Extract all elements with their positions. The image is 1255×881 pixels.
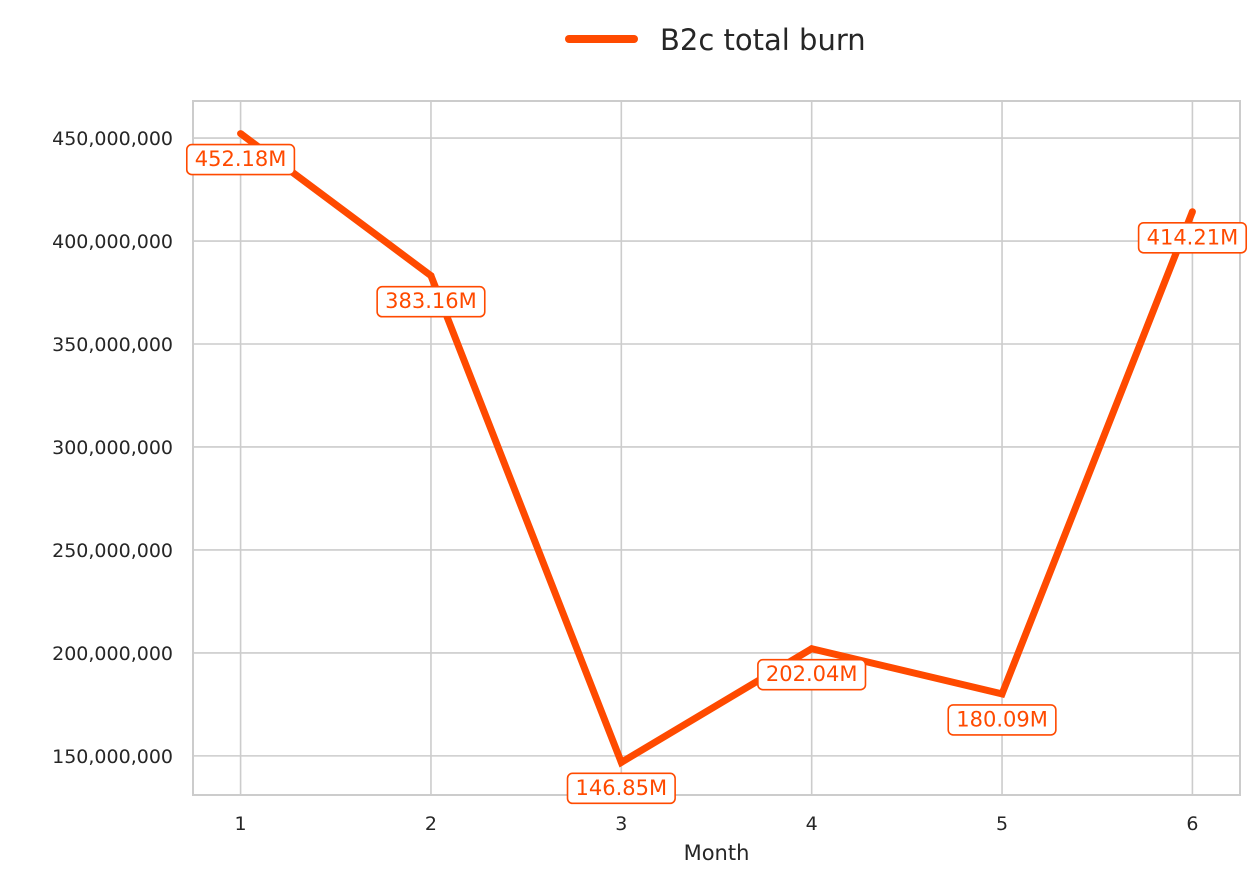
legend-label: B2c total burn xyxy=(660,23,866,57)
data-label: 202.04M xyxy=(757,658,867,691)
data-label-box xyxy=(376,285,486,318)
data-label-text: 452.18M xyxy=(195,147,287,171)
data-point xyxy=(998,690,1006,698)
x-tick-label: 1 xyxy=(235,813,247,835)
data-label-box xyxy=(185,143,296,176)
data-point xyxy=(1188,208,1196,216)
data-labels: 452.18M 383.16M 146.85M 202.04M 180.09M 414.2… xyxy=(185,143,1248,805)
grid xyxy=(193,101,1240,795)
y-tick-label: 350,000,000 xyxy=(52,334,173,356)
data-label-text: 146.85M xyxy=(576,776,668,800)
plot-frame xyxy=(192,100,1241,796)
data-label-box xyxy=(757,658,867,691)
y-tick-label: 300,000,000 xyxy=(52,437,173,459)
data-point xyxy=(427,272,435,280)
data-label: 452.18M xyxy=(185,143,296,176)
x-tick-label: 6 xyxy=(1186,813,1198,835)
legend: B2c total burn xyxy=(565,23,866,57)
data-point xyxy=(237,130,245,138)
y-tick-label: 400,000,000 xyxy=(52,231,173,253)
data-label-box xyxy=(1137,221,1248,254)
x-tick-label: 5 xyxy=(996,813,1008,835)
data-label: 414.21M xyxy=(1137,221,1248,254)
data-label-text: 180.09M xyxy=(956,707,1048,731)
data-point xyxy=(617,758,625,766)
y-tick-label: 200,000,000 xyxy=(52,643,173,665)
y-tick-label: 150,000,000 xyxy=(52,746,173,768)
y-tick-label: 250,000,000 xyxy=(52,540,173,562)
x-tick-label: 4 xyxy=(806,813,818,835)
data-label-box xyxy=(566,772,676,805)
data-label-text: 383.16M xyxy=(385,289,477,313)
series-layer xyxy=(237,130,1196,768)
x-axis-title: Month xyxy=(684,841,750,865)
y-axis-ticks: 150,000,000 200,000,000 250,000,000 300,000… xyxy=(52,128,173,768)
series-line xyxy=(238,130,1196,768)
data-label-box xyxy=(947,704,1057,736)
x-axis-ticks: 1 2 3 4 5 6 xyxy=(235,813,1199,835)
data-label: 180.09M xyxy=(947,704,1057,736)
data-label: 383.16M xyxy=(376,285,486,318)
data-label-text: 414.21M xyxy=(1147,225,1239,249)
data-point xyxy=(808,645,816,653)
y-tick-label: 450,000,000 xyxy=(52,128,173,150)
x-tick-label: 3 xyxy=(615,813,627,835)
x-tick-label: 2 xyxy=(425,813,437,835)
data-label-text: 202.04M xyxy=(766,662,858,686)
data-label: 146.85M xyxy=(566,772,676,805)
